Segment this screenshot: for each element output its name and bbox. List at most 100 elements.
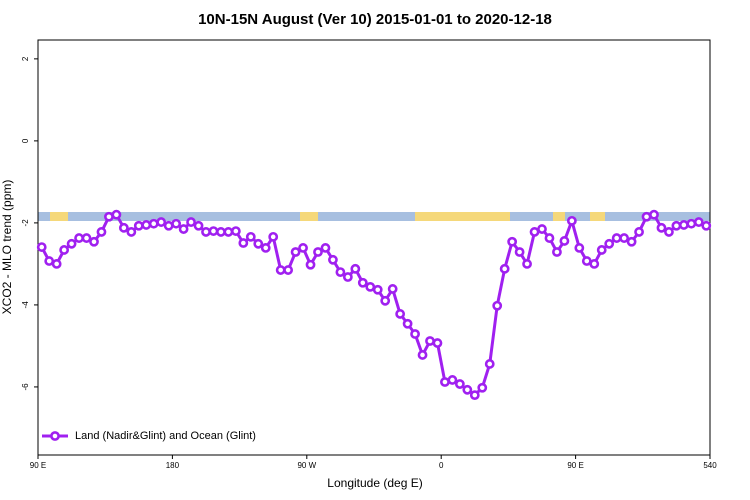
y-tick-label: -6 [21, 383, 30, 391]
data-point [425, 336, 435, 346]
data-point [477, 382, 488, 393]
data-point [484, 359, 495, 369]
data-point [454, 379, 465, 389]
data-point [178, 224, 189, 234]
data-point [126, 227, 137, 237]
data-point [238, 238, 249, 248]
data-point [626, 236, 637, 247]
data-point [96, 227, 107, 237]
data-point [260, 243, 271, 253]
data-point [380, 295, 391, 306]
data-point [89, 236, 99, 247]
chart-title: 10N-15N August (Ver 10) 2015-01-01 to 20… [198, 11, 552, 28]
x-axis-label: Longitude (deg E) [327, 476, 422, 490]
land-patch [415, 212, 510, 221]
data-point [678, 220, 689, 230]
data-point [283, 265, 294, 275]
y-tick-label: 0 [21, 138, 30, 143]
data-point [574, 243, 585, 253]
data-point [342, 272, 353, 282]
data-point [357, 277, 368, 288]
data-point [111, 209, 122, 220]
data-point [223, 227, 234, 237]
data-point [298, 243, 308, 253]
data-point [268, 231, 279, 242]
data-point [507, 236, 518, 247]
data-point [514, 247, 525, 257]
data-point [171, 218, 182, 229]
data-point [462, 384, 473, 395]
data-point [566, 215, 577, 226]
data-point [589, 259, 600, 269]
legend-label: Land (Nadir&Glint) and Ocean (Glint) [75, 430, 256, 442]
data-point [440, 377, 450, 387]
x-tick-label: 0 [439, 461, 444, 470]
y-tick-label: -2 [21, 219, 30, 227]
y-tick-label: 2 [21, 56, 30, 61]
data-point [596, 245, 607, 255]
data-point [447, 375, 458, 385]
data-point [469, 390, 480, 401]
data-point [559, 236, 570, 246]
data-point [193, 220, 204, 231]
data-point [604, 238, 615, 249]
y-axis-label: XCO2 - MLO trend (ppm) [0, 180, 14, 315]
data-point [372, 284, 383, 295]
x-tick-label: 540 [703, 461, 717, 470]
data-point [81, 233, 92, 243]
land-patch [300, 212, 318, 221]
data-point [245, 231, 256, 242]
data-point [230, 226, 241, 236]
data-point [634, 227, 644, 237]
data-point [320, 243, 331, 253]
x-tick-label: 90 W [297, 461, 316, 470]
data-point [693, 217, 704, 227]
data-point [365, 281, 376, 292]
land-patch [590, 212, 605, 221]
data-point [313, 247, 323, 257]
land-patch [553, 212, 565, 221]
data-point [141, 220, 152, 230]
ocean-band [38, 212, 710, 221]
data-point [611, 233, 622, 243]
data-point [410, 329, 420, 339]
data-point [492, 300, 503, 311]
data-point [335, 267, 346, 278]
data-point [156, 217, 167, 227]
data-point [537, 224, 547, 234]
data-point [328, 254, 338, 265]
data-point [51, 259, 62, 269]
data-point [619, 233, 630, 243]
data-point [552, 247, 562, 257]
data-point [104, 211, 114, 222]
data-point [402, 318, 413, 329]
data-point [395, 309, 406, 319]
data-point [253, 238, 264, 249]
legend-swatch-marker [50, 431, 60, 441]
data-point [186, 217, 196, 227]
data-point [305, 259, 316, 270]
data-point [133, 220, 144, 231]
data-point [649, 209, 659, 220]
data-point [417, 350, 428, 360]
data-point [118, 222, 129, 233]
data-point [686, 218, 697, 229]
data-point [701, 220, 712, 231]
data-point [163, 220, 174, 231]
data-point [664, 227, 674, 237]
data-point [74, 233, 84, 243]
data-point [66, 238, 77, 249]
data-point [641, 211, 652, 222]
land-patch [50, 212, 68, 221]
data-point [499, 263, 510, 274]
data-point [36, 242, 47, 252]
data-point [201, 227, 211, 237]
data-point [544, 233, 555, 243]
data-point [216, 227, 226, 237]
data-point [581, 256, 592, 266]
data-point [59, 245, 70, 255]
x-tick-label: 90 E [567, 461, 583, 470]
data-point [656, 222, 667, 233]
data-point [671, 220, 682, 231]
x-tick-label: 90 E [30, 461, 46, 470]
